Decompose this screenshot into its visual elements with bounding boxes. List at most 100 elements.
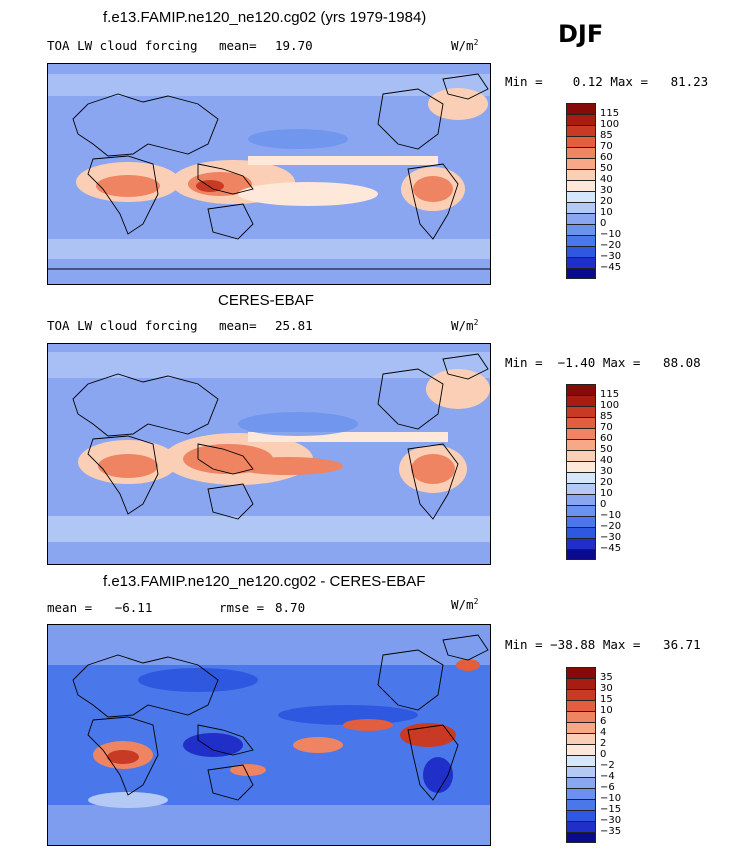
cbar3-swatch-16 <box>566 832 596 843</box>
amazon-positive <box>400 723 456 747</box>
panel-1-variable-label: TOA LW cloud forcing <box>47 38 198 53</box>
cbar1-label: 70 <box>600 141 613 152</box>
cbar3-swatch-11 <box>566 777 596 788</box>
cbar1-swatch-8 <box>566 180 596 191</box>
sh-storm-track <box>48 516 490 542</box>
panel-3-rmse-value: 8.70 <box>275 600 306 615</box>
cbar1-label: −30 <box>600 251 622 262</box>
cbar3-swatch-7 <box>566 733 596 744</box>
panel-1-mean-value: 19.70 <box>275 38 313 53</box>
cbar3-label: −6 <box>600 782 615 793</box>
cbar2-swatch-4 <box>566 417 596 428</box>
cbar2-swatch-8 <box>566 461 596 472</box>
cbar2-swatch-16 <box>566 549 596 560</box>
cbar3-label: −15 <box>600 804 622 815</box>
maritime-peak <box>196 180 224 192</box>
panel-3-rmse-label: rmse = <box>219 600 265 615</box>
coastlines <box>72 353 489 520</box>
pacific-negative <box>278 705 418 725</box>
africa-convection-core <box>98 454 158 478</box>
panel-1-title: f.e13.FAMIP.ne120_ne120.cg02 (yrs 1979-1… <box>103 9 427 26</box>
cbar3-swatch-9 <box>566 755 596 766</box>
cbar1-swatch-14 <box>566 246 596 257</box>
panel-3-mean-label: mean = −6.11 <box>47 600 153 615</box>
nh-band <box>48 625 490 665</box>
panel-3-title: f.e13.FAMIP.ne120_ne120.cg02 - CERES-EBA… <box>103 573 426 590</box>
cbar2-swatch-14 <box>566 527 596 538</box>
cbar3-label: −2 <box>600 760 615 771</box>
spcz-band <box>238 182 378 206</box>
cbar2-label: 115 <box>600 389 620 400</box>
north-atlantic-feature <box>428 88 488 120</box>
cbar2-label: 60 <box>600 433 613 444</box>
panel-2-map <box>47 343 491 565</box>
cbar2-swatch-10 <box>566 483 596 494</box>
cbar2-swatch-15 <box>566 538 596 549</box>
amazon-core <box>413 176 453 202</box>
cbar2-swatch-13 <box>566 516 596 527</box>
coastlines <box>48 73 490 270</box>
cbar3-label: −35 <box>600 826 622 837</box>
amazon-core <box>411 454 455 484</box>
cbar1-swatch-10 <box>566 202 596 213</box>
subtropical-negative <box>138 668 258 692</box>
cbar2-swatch-5 <box>566 428 596 439</box>
cbar1-swatch-4 <box>566 136 596 147</box>
panel-2-mean-value: 25.81 <box>275 318 313 333</box>
cbar2-frame <box>566 384 596 560</box>
cbar1-swatch-16 <box>566 268 596 279</box>
nh-storm-track <box>48 74 490 96</box>
panel-1-map-svg <box>48 64 490 284</box>
panel-2-min-max: Min = −1.40 Max = 88.08 <box>505 355 701 370</box>
cbar2-label: 85 <box>600 411 613 422</box>
cbar1-label: 0 <box>600 218 607 229</box>
cbar2-swatch-6 <box>566 439 596 450</box>
north-atlantic-feature <box>426 369 490 409</box>
cbar2-label: 20 <box>600 477 613 488</box>
cbar1-swatch-9 <box>566 191 596 202</box>
season-label: DJF <box>558 20 604 48</box>
cbar3-swatch-10 <box>566 766 596 777</box>
africa-positive-core <box>107 750 139 764</box>
cbar1-swatch-13 <box>566 235 596 246</box>
north-atlantic-positive <box>456 659 480 671</box>
cbar1-label: 40 <box>600 174 613 185</box>
cbar2-label: −30 <box>600 532 622 543</box>
cbar1-label: −10 <box>600 229 622 240</box>
cbar1-label: 10 <box>600 207 613 218</box>
cbar1-swatch-6 <box>566 158 596 169</box>
australia-positive <box>230 764 266 776</box>
itcz-band <box>248 156 438 165</box>
nh-storm-track <box>48 352 490 378</box>
panel-1-units: W/m2 <box>451 38 479 54</box>
cbar2-swatch-9 <box>566 472 596 483</box>
cbar2-label: −10 <box>600 510 622 521</box>
panel-3-min-max: Min = −38.88 Max = 36.71 <box>505 637 701 652</box>
subtropical-low <box>248 129 348 149</box>
cbar3-swatch-5 <box>566 711 596 722</box>
panel-3-map-svg <box>48 625 490 845</box>
cbar2-label: 10 <box>600 488 613 499</box>
cbar3-swatch-6 <box>566 722 596 733</box>
sh-band <box>48 805 490 845</box>
cbar1-label: 115 <box>600 108 620 119</box>
panel-2-title: CERES-EBAF <box>218 292 314 309</box>
cbar1-frame <box>566 103 596 279</box>
panel-2-units: W/m2 <box>451 318 479 334</box>
cbar1-swatch-12 <box>566 224 596 235</box>
cbar2-label: 0 <box>600 499 607 510</box>
cbar2-swatch-7 <box>566 450 596 461</box>
cbar3-swatch-14 <box>566 810 596 821</box>
cbar3-swatch-15 <box>566 821 596 832</box>
subtropical-low <box>238 412 358 436</box>
cbar3-label: 0 <box>600 749 607 760</box>
cbar3-label: −4 <box>600 771 615 782</box>
cbar3-label: 35 <box>600 672 613 683</box>
cbar1-swatch-15 <box>566 257 596 268</box>
sh-storm-track <box>48 239 490 259</box>
coastlines <box>72 634 489 801</box>
cbar3-label: 10 <box>600 705 613 716</box>
panel-3-map <box>47 624 491 846</box>
cbar3-swatch-2 <box>566 678 596 689</box>
cbar1-swatch-7 <box>566 169 596 180</box>
